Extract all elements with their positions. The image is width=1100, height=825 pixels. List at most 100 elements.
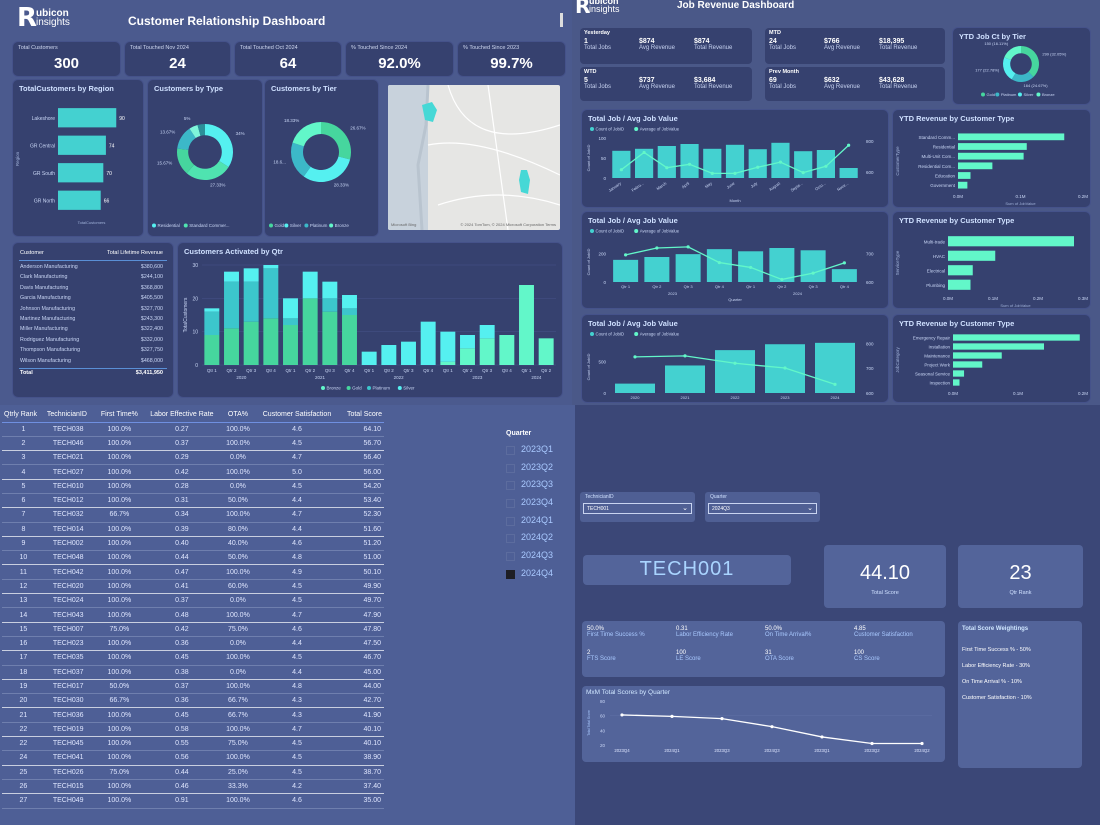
map-region-marker[interactable]	[422, 102, 437, 122]
column-header[interactable]: Total Score	[338, 408, 384, 423]
dropdown-value[interactable]: 2024Q3	[712, 506, 730, 512]
table-row[interactable]: 27 TECH049 100.0% 0.91 100.0% 4.6 35.00	[2, 794, 384, 809]
x-tick-label: June	[726, 180, 737, 190]
checkbox[interactable]	[506, 552, 515, 562]
column-header-revenue[interactable]: Total Lifetime Revenue	[107, 250, 163, 256]
table-row[interactable]: 11 TECH042 100.0% 0.47 100.0% 4.9 50.10	[2, 565, 384, 580]
legend-marker	[634, 229, 639, 233]
bar-segment	[224, 281, 239, 329]
checkbox[interactable]	[506, 481, 515, 491]
category-label: GR Central	[30, 143, 55, 149]
table-row[interactable]: 26 TECH015 100.0% 0.46 33.3% 4.2 37.40	[2, 779, 384, 794]
metric-label: First Time Success %	[587, 632, 645, 638]
total-label: Total	[20, 370, 33, 376]
total-value: $3,411,950	[135, 370, 163, 376]
table-row[interactable]: 2 TECH046 100.0% 0.37 100.0% 4.5 56.70	[2, 436, 384, 451]
dropdown-value[interactable]: TECH001	[587, 506, 609, 512]
table-row[interactable]: Johnson Manufacturing $327,700	[19, 305, 167, 315]
table-row[interactable]: 6 TECH012 100.0% 0.31 50.0% 4.4 53.40	[2, 493, 384, 508]
table-row[interactable]: Rodriguez Manufacturing $332,000	[19, 336, 167, 346]
table-row[interactable]: 15 TECH007 75.0% 0.42 75.0% 4.6 47.80	[2, 622, 384, 637]
table-row[interactable]: Martinez Manufacturing $243,300	[19, 315, 167, 325]
table-row[interactable]: 5 TECH010 100.0% 0.28 0.0% 4.5 54.20	[2, 479, 384, 494]
chevron-down-icon[interactable]: ⌄	[682, 505, 688, 512]
table-row[interactable]: 21 TECH036 100.0% 0.45 66.7% 4.3 41.90	[2, 708, 384, 723]
table-cell: 4.5	[292, 754, 302, 762]
x-tick-label: Qtr 2	[305, 368, 315, 373]
bar	[958, 181, 968, 189]
table-cell: 100.0%	[226, 725, 250, 733]
table-row[interactable]: Garcia Manufacturing $405,500	[19, 294, 167, 304]
bar	[948, 250, 996, 261]
bar-segment	[460, 335, 475, 349]
bar-segment	[440, 331, 456, 362]
column-header[interactable]: Labor Effective Rate	[143, 408, 221, 423]
checkbox[interactable]	[506, 569, 515, 579]
table-row[interactable]: Davis Manufacturing $368,800	[19, 284, 167, 294]
metric-avg: $766 Avg Revenue	[824, 38, 860, 51]
hbar-service-type: YTD Revenue by Customer Type Multi-trade H…	[893, 212, 1090, 308]
checkbox[interactable]	[506, 499, 515, 509]
job-tier-donut: 299 (32.05%) 164 (24.67%) 177 (22.78%) 150 …	[975, 41, 1067, 97]
column-header[interactable]: OTA%	[220, 408, 256, 423]
chevron-down-icon[interactable]: ⌄	[807, 505, 813, 512]
column-header[interactable]: Customer Satisfaction	[255, 408, 339, 423]
map-region-marker[interactable]	[519, 170, 530, 194]
checkbox[interactable]	[506, 534, 515, 544]
bar	[953, 352, 1002, 359]
column-header[interactable]: TechnicianID	[44, 408, 96, 423]
quarter-dropdown[interactable]: Quarter 2024Q3 ⌄	[705, 492, 820, 522]
table-row[interactable]: 10 TECH048 100.0% 0.44 50.0% 4.8 51.00	[2, 551, 384, 565]
table-cell: 4.5	[292, 439, 302, 447]
table-row[interactable]: Miller Manufacturing $322,400	[19, 325, 167, 335]
table-row[interactable]: 20 TECH030 66.7% 0.36 66.7% 4.3 42.70	[2, 694, 384, 708]
table-row[interactable]: 24 TECH041 100.0% 0.56 100.0% 4.5 38.90	[2, 751, 384, 766]
table-row[interactable]: 22 TECH045 100.0% 0.55 75.0% 4.5 40.10	[2, 737, 384, 751]
table-row[interactable]: 13 TECH024 100.0% 0.37 0.0% 4.5 49.70	[2, 594, 384, 608]
legend-marker	[152, 223, 156, 228]
table-row[interactable]: 19 TECH017 50.0% 0.37 100.0% 4.8 44.00	[2, 679, 384, 694]
metric-label: Customer Satisfaction	[854, 632, 913, 638]
customer-map[interactable]: Microsoft Bing © 2024 TomTom, © 2024 Mic…	[388, 85, 560, 230]
checkbox[interactable]	[506, 446, 515, 455]
category-label: Plumbing	[926, 283, 945, 288]
column-header-customer[interactable]: Customer	[20, 250, 44, 256]
table-row[interactable]: 12 TECH020 100.0% 0.41 60.0% 4.5 49.90	[2, 579, 384, 594]
tier-chart-panel: Customers by Tier 26.67% 28.33% 18.6... 18.…	[265, 80, 378, 236]
table-cell: 0.37	[175, 597, 189, 605]
legend-label: Count of JobID	[596, 332, 625, 337]
checkbox[interactable]	[506, 516, 515, 526]
bar	[703, 148, 722, 178]
table-row[interactable]: Clark Manufacturing $244,100	[19, 273, 167, 283]
table-cell: 100.0%	[226, 797, 250, 805]
table-cell: 4.4	[292, 497, 302, 505]
table-row[interactable]: 1 TECH038 100.0% 0.27 100.0% 4.6 64.10	[2, 422, 384, 437]
table-row[interactable]: 18 TECH037 100.0% 0.38 0.0% 4.4 45.00	[2, 665, 384, 680]
y-tick-label: 50	[601, 156, 607, 161]
table-row[interactable]: Anderson Manufacturing $380,600	[19, 263, 167, 273]
y-axis-title: JobCategory	[895, 346, 900, 372]
checkbox[interactable]	[506, 463, 515, 473]
table-row[interactable]: 16 TECH023 100.0% 0.36 0.0% 4.4 47.50	[2, 636, 384, 651]
scrollbar[interactable]	[560, 13, 563, 27]
table-row[interactable]: 9 TECH002 100.0% 0.40 40.0% 4.6 51.20	[2, 536, 384, 551]
table-row[interactable]: 25 TECH026 75.0% 0.44 25.0% 4.5 38.70	[2, 765, 384, 780]
table-cell: 40.0%	[228, 540, 248, 548]
line-point	[687, 162, 692, 166]
table-row[interactable]: 17 TECH035 100.0% 0.45 100.0% 4.5 46.70	[2, 651, 384, 666]
technician-dropdown[interactable]: TechnicianID TECH001 ⌄	[580, 492, 695, 522]
column-header[interactable]: Qtrly Rank	[2, 408, 45, 423]
table-cell: 100.0%	[107, 725, 132, 733]
metric-jobs: 1 Total Jobs	[584, 38, 611, 51]
table-row[interactable]: Thompson Manufacturing $327,750	[19, 346, 167, 356]
x-tick-label: Qtr 1	[443, 368, 453, 373]
table-row[interactable]: 4 TECH027 100.0% 0.42 100.0% 5.0 56.00	[2, 465, 384, 480]
table-row[interactable]: 14 TECH043 100.0% 0.48 100.0% 4.7 47.90	[2, 608, 384, 623]
table-cell: 0.47	[175, 568, 189, 576]
table-row[interactable]: 22 TECH019 100.0% 0.58 100.0% 4.7 40.10	[2, 722, 384, 737]
table-row[interactable]: Wilson Manufacturing $468,000	[19, 357, 167, 367]
column-header[interactable]: First Time%	[95, 408, 144, 423]
table-row[interactable]: 7 TECH032 66.7% 0.34 100.0% 4.7 52.30	[2, 508, 384, 523]
table-row[interactable]: 3 TECH021 100.0% 0.29 0.0% 4.7 56.40	[2, 451, 384, 465]
table-row[interactable]: 8 TECH014 100.0% 0.39 80.0% 4.4 51.60	[2, 522, 384, 537]
